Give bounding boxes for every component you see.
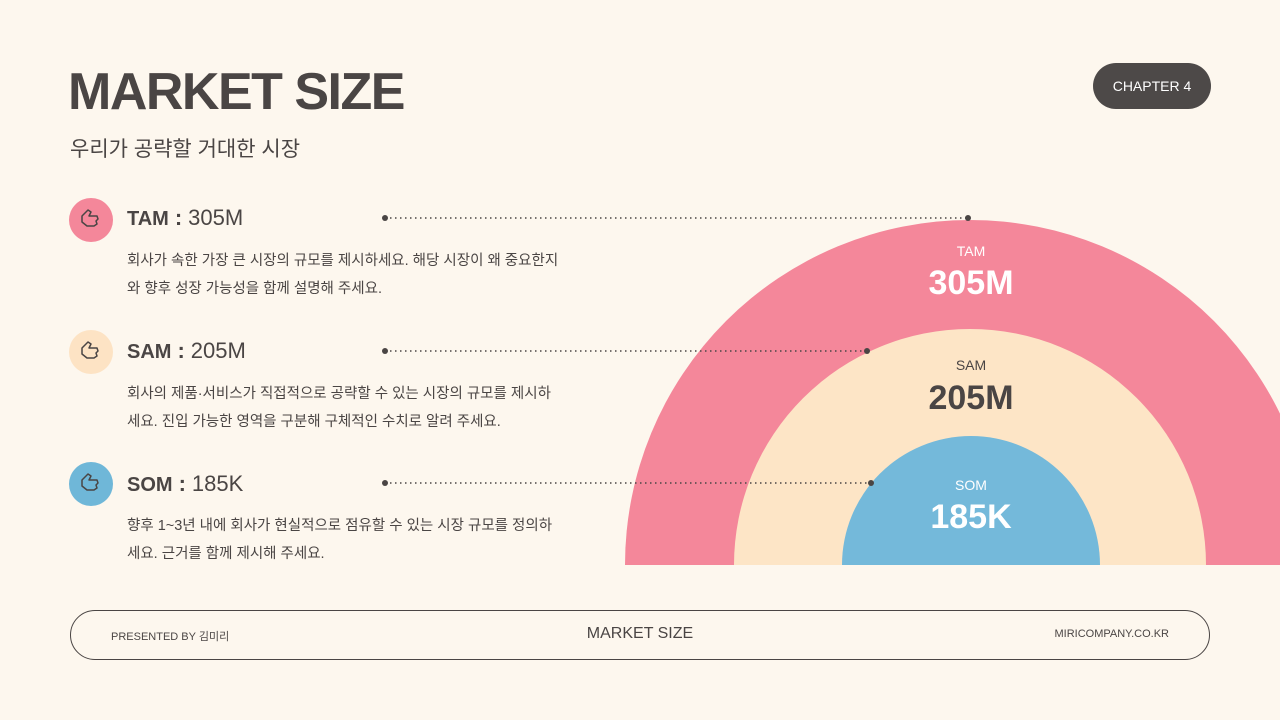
item-label: SOM — [127, 474, 173, 496]
item-heading: SOM:185K — [127, 471, 243, 497]
desc-line: 와 향후 성장 가능성을 함께 설명해 주세요. — [127, 281, 382, 297]
item-description: 회사의 제품·서비스가 직접적으로 공략할 수 있는 시장의 규모를 제시하 세… — [127, 380, 551, 436]
separator: : — [174, 205, 183, 230]
connector-dots — [382, 215, 971, 486]
separator: : — [178, 471, 186, 496]
desc-line: 세요. 진입 가능한 영역을 구분해 구체적인 수치로 알려 주세요. — [127, 414, 501, 430]
desc-line: 향후 1~3년 내에 회사가 현실적으로 점유할 수 있는 시장 규모를 정의하 — [127, 518, 553, 534]
item-value: 205M — [190, 338, 246, 363]
title: MARKET SIZE — [68, 63, 405, 121]
item-heading: TAM:305M — [127, 205, 243, 231]
footer-presenter: PRESENTED BY 김미리 — [111, 631, 230, 643]
chapter-badge: CHAPTER 4 — [1093, 63, 1211, 109]
separator: : — [177, 338, 185, 363]
ring-label: SOM — [955, 477, 987, 493]
desc-line: 회사가 속한 가장 큰 시장의 규모를 제시하세요. 해당 시장이 왜 중요한지 — [127, 253, 559, 269]
ring-label: SAM — [956, 357, 986, 373]
som-ring — [842, 436, 1100, 565]
footer-title: MARKET SIZE — [586, 625, 694, 642]
item-description: 회사가 속한 가장 큰 시장의 규모를 제시하세요. 해당 시장이 왜 중요한지… — [127, 247, 558, 303]
item-label: TAM — [127, 208, 169, 230]
diagram: TAM 305M SAM 205M SOM 185K — [69, 198, 1280, 565]
connectors — [385, 217, 968, 484]
item-value: 185K — [191, 471, 244, 496]
icons — [69, 198, 113, 506]
ring-value: 205M — [928, 379, 1013, 417]
desc-line: 세요. 근거를 함께 제시해 주세요. — [127, 546, 325, 562]
ring-value: 185K — [930, 498, 1012, 536]
ring-label: TAM — [957, 243, 986, 259]
footer-site: MIRICOMPANY.CO.KR — [1054, 628, 1170, 640]
item-value: 305M — [188, 205, 244, 230]
ring-value: 305M — [928, 264, 1013, 302]
item-description: 향후 1~3년 내에 회사가 현실적으로 점유할 수 있는 시장 규모를 정의하… — [127, 512, 552, 568]
footer: PRESENTED BY 김미리 MARKET SIZE MIRICOMPANY… — [70, 610, 1210, 660]
item-label: SAM — [127, 341, 172, 363]
item-heading: SAM:205M — [127, 338, 246, 364]
subtitle: 우리가 공략할 거대한 시장 — [70, 138, 301, 161]
desc-line: 회사의 제품·서비스가 직접적으로 공략할 수 있는 시장의 규모를 제시하 — [127, 386, 551, 402]
